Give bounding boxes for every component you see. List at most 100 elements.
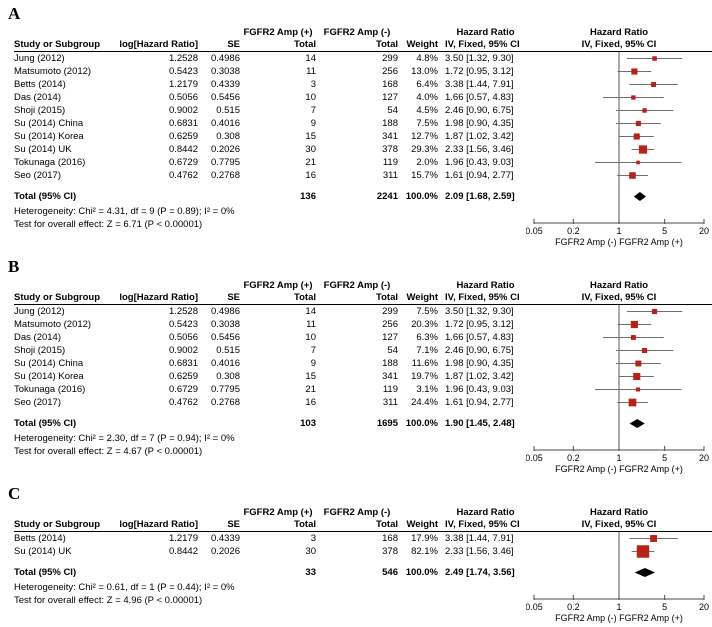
cell-hr-ci: 3.38 [1.44, 7.91] <box>445 533 514 544</box>
panel-footer: Heterogeneity: Chi² = 2.30, df = 7 (P = … <box>14 432 712 478</box>
cell-log-hr: 0.5056 <box>168 92 198 103</box>
study-row: Seo (2017) 0.4762 0.2768 16 311 15.7% 1.61 [0.… <box>14 169 712 182</box>
group-header-row: FGFR2 Amp (+) FGFR2 Amp (-) Hazard Ratio… <box>14 507 712 519</box>
cell-total-pos: 15 <box>305 131 316 142</box>
study-row: Das (2014) 0.5056 0.5456 10 127 4.0% 1.66 [0.5… <box>14 91 712 104</box>
panel-b: B FGFR2 Amp (+) FGFR2 Amp (-) Hazard Rat… <box>0 257 712 478</box>
col-total-neg: Total <box>376 39 398 50</box>
cell-hr-ci: 2.33 [1.56, 3.46] <box>445 144 514 155</box>
cell-log-hr: 0.5056 <box>168 332 198 343</box>
group-header-hr-plot: Hazard Ratio <box>589 280 649 291</box>
cell-log-hr: 0.4762 <box>168 397 198 408</box>
group-header-amp-pos: FGFR2 Amp (+) <box>243 507 313 518</box>
cell-hr-ci: 3.38 [1.44, 7.91] <box>445 79 514 90</box>
cell-total-neg: 341 <box>382 371 398 382</box>
cell-total-pos: 16 <box>305 170 316 181</box>
cell-weight: 7.1% <box>416 345 438 356</box>
group-header-amp-neg: FGFR2 Amp (-) <box>323 280 391 291</box>
cell-log-hr: 1.2179 <box>168 533 198 544</box>
cell-total-neg: 188 <box>382 358 398 369</box>
cell-total-pos: 21 <box>305 384 316 395</box>
cell-log-hr: 1.2528 <box>168 306 198 317</box>
col-total-neg: Total <box>376 292 398 303</box>
panel-a: A FGFR2 Amp (+) FGFR2 Amp (-) Hazard Rat… <box>0 4 712 251</box>
forest-table-c: FGFR2 Amp (+) FGFR2 Amp (-) Hazard Ratio… <box>0 507 712 627</box>
cell-weight: 3.1% <box>416 384 438 395</box>
cell-hr-ci: 1.98 [0.90, 4.35] <box>445 118 514 129</box>
cell-weight: 6.3% <box>416 332 438 343</box>
total-hr: 2.09 [1.68, 2.59] <box>445 191 515 202</box>
group-header-row: FGFR2 Amp (+) FGFR2 Amp (-) Hazard Ratio… <box>14 27 712 39</box>
cell-study: Jung (2012) <box>14 53 65 64</box>
study-row: Su (2014) Korea 0.6259 0.308 15 341 12.7% 1.87… <box>14 130 712 143</box>
cell-log-hr: 1.2179 <box>168 79 198 90</box>
total-n-neg: 2241 <box>376 191 398 202</box>
cell-log-hr: 1.2528 <box>168 53 198 64</box>
cell-log-hr: 0.4762 <box>168 170 198 181</box>
cell-se: 0.4986 <box>210 53 240 64</box>
cell-log-hr: 0.5423 <box>168 66 198 77</box>
cell-study: Su (2014) Korea <box>14 371 84 382</box>
overall-effect-text: Test for overall effect: Z = 4.67 (P < 0… <box>14 446 203 457</box>
panel-footer: Heterogeneity: Chi² = 4.31, df = 9 (P = … <box>14 205 712 251</box>
cell-weight: 17.9% <box>411 533 438 544</box>
cell-study: Tokunaga (2016) <box>14 384 86 395</box>
heterogeneity-text: Heterogeneity: Chi² = 4.31, df = 9 (P = … <box>14 206 235 217</box>
cell-study: Su (2014) China <box>14 118 84 129</box>
study-row: Jung (2012) 1.2528 0.4986 14 299 7.5% 3.50 [1.… <box>14 305 712 318</box>
cell-weight: 7.5% <box>416 118 438 129</box>
col-total-pos: Total <box>294 39 316 50</box>
group-header-hr-text: Hazard Ratio <box>456 280 515 291</box>
cell-log-hr: 0.9002 <box>168 105 198 116</box>
cell-total-neg: 127 <box>382 92 398 103</box>
study-row: Shoji (2015) 0.9002 0.515 7 54 4.5% 2.46 [0.90… <box>14 104 712 117</box>
cell-se: 0.308 <box>216 371 240 382</box>
col-study: Study or Subgroup <box>14 519 101 530</box>
cell-weight: 4.0% <box>416 92 438 103</box>
cell-total-pos: 30 <box>305 546 316 557</box>
group-header-amp-pos: FGFR2 Amp (+) <box>243 280 313 291</box>
total-row: Total (95% CI) 136 2241 100.0% 2.09 [1.6… <box>14 190 712 203</box>
cell-hr-ci: 2.33 [1.56, 3.46] <box>445 546 514 557</box>
cell-log-hr: 0.6831 <box>168 118 198 129</box>
cell-weight: 6.4% <box>416 79 438 90</box>
study-row: Seo (2017) 0.4762 0.2768 16 311 24.4% 1.61 [0.… <box>14 396 712 409</box>
cell-se: 0.515 <box>216 105 240 116</box>
cell-se: 0.4016 <box>210 358 240 369</box>
col-total-neg: Total <box>376 519 398 530</box>
cell-total-neg: 54 <box>387 345 398 356</box>
cell-hr-ci: 1.87 [1.02, 3.42] <box>445 371 514 382</box>
cell-study: Su (2014) UK <box>14 144 72 155</box>
cell-total-pos: 14 <box>305 53 316 64</box>
total-n-neg: 1695 <box>376 418 398 429</box>
group-header-amp-pos: FGFR2 Amp (+) <box>243 27 313 38</box>
cell-se: 0.2768 <box>210 170 240 181</box>
col-total-pos: Total <box>294 519 316 530</box>
cell-study: Su (2014) UK <box>14 546 72 557</box>
cell-total-neg: 311 <box>382 170 398 181</box>
cell-total-neg: 378 <box>382 144 398 155</box>
study-rows: Betts (2014) 1.2179 0.4339 3 168 17.9% 3.38 [1… <box>14 532 712 558</box>
total-row: Total (95% CI) 33 546 100.0% 2.49 [1.74,… <box>14 566 712 579</box>
study-row: Das (2014) 0.5056 0.5456 10 127 6.3% 1.66 [0.5… <box>14 331 712 344</box>
forest-table-a: FGFR2 Amp (+) FGFR2 Amp (-) Hazard Ratio… <box>0 27 712 251</box>
cell-hr-ci: 1.98 [0.90, 4.35] <box>445 358 514 369</box>
cell-weight: 2.0% <box>416 157 438 168</box>
cell-total-pos: 14 <box>305 306 316 317</box>
cell-study: Su (2014) Korea <box>14 131 84 142</box>
cell-se: 0.7795 <box>210 157 240 168</box>
total-label: Total (95% CI) <box>14 418 77 429</box>
col-weight: Weight <box>406 519 439 530</box>
study-row: Su (2014) China 0.6831 0.4016 9 188 7.5% 1.98 … <box>14 117 712 130</box>
cell-se: 0.4986 <box>210 306 240 317</box>
cell-log-hr: 0.6259 <box>168 371 198 382</box>
panel-c: C FGFR2 Amp (+) FGFR2 Amp (-) Hazard Rat… <box>0 484 712 627</box>
cell-total-pos: 9 <box>310 358 316 369</box>
col-loghr: log[Hazard Ratio] <box>119 292 198 303</box>
cell-total-pos: 11 <box>306 319 316 330</box>
cell-weight: 7.5% <box>416 306 438 317</box>
col-weight: Weight <box>406 39 439 50</box>
cell-total-neg: 256 <box>382 66 398 77</box>
group-header-hr-plot: Hazard Ratio <box>589 27 649 38</box>
